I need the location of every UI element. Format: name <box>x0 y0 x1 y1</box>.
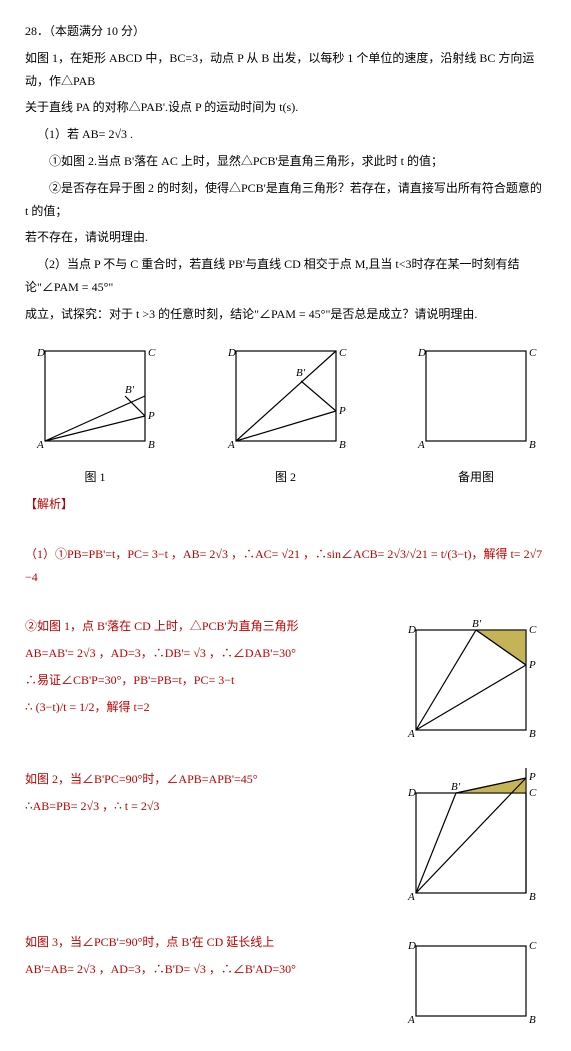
solution-1: （1）①PB=PB'=t，PC= 3−t ，AB= 2√3 ，∴AC= √21 … <box>25 543 546 589</box>
solution-4b: AB'=AB= 2√3 ，AD=3，∴B'D= √3 ，∴∠B'AD=30° <box>25 958 376 981</box>
svg-text:B: B <box>529 439 536 451</box>
part1-1: ①如图 2.当点 B'落在 AC 上时，显然△PCB'是直角三角形，求此时 t … <box>25 150 546 173</box>
solution-2b: AB=AB'= 2√3 ，AD=3，∴DB'= √3 ，∴∠DAB'=30° <box>25 642 376 665</box>
svg-text:A: A <box>407 891 415 903</box>
solution-fig-1: D C A B B' P <box>396 615 546 745</box>
fig2-label: 图 2 <box>275 466 296 489</box>
svg-text:D: D <box>36 347 45 359</box>
solution-3b: ∴AB=PB= 2√3 ，∴ t = 2√3 <box>25 795 376 818</box>
svg-text:B: B <box>529 1014 536 1026</box>
svg-text:C: C <box>148 347 156 359</box>
stem-line-1: 如图 1，在矩形 ABCD 中，BC=3，动点 P 从 B 出发，以每秒 1 个… <box>25 47 546 93</box>
svg-text:C: C <box>529 347 537 359</box>
svg-text:P: P <box>528 771 536 783</box>
svg-text:A: A <box>407 1014 415 1026</box>
fig1-svg: D C A B P B' <box>25 341 165 461</box>
svg-text:C: C <box>529 940 537 952</box>
part2a: （2）当点 P 不与 C 重合时，若直线 PB'与直线 CD 相交于点 M,且当… <box>25 253 546 299</box>
solution-2d: ∴ (3−t)/t = 1/2，解得 t=2 <box>25 696 376 719</box>
problem-score: （本题满分 10 分） <box>49 24 145 38</box>
stem-line-2: 关于直线 PA 的对称△PAB'.设点 P 的运动时间为 t(s). <box>25 96 546 119</box>
fig3-svg: D C A B <box>406 341 546 461</box>
figure-1: D C A B P B' 图 1 <box>25 341 165 489</box>
solution-3a: 如图 2，当∠B'PC=90°时，∠APB=APB'=45° <box>25 768 376 791</box>
solution-fig-3: D C A B <box>396 931 546 1031</box>
figure-3: D C A B 备用图 <box>406 341 546 489</box>
svg-text:D: D <box>407 940 416 952</box>
problem-number: 28． <box>25 24 49 38</box>
part1-2b: 若不存在，请说明理由. <box>25 226 546 249</box>
svg-text:P: P <box>528 659 536 671</box>
svg-text:C: C <box>339 347 347 359</box>
svg-text:B': B' <box>451 781 461 793</box>
svg-text:B: B <box>529 891 536 903</box>
svg-text:A: A <box>407 728 415 740</box>
svg-text:B': B' <box>472 618 482 630</box>
fig1-label: 图 1 <box>84 466 105 489</box>
svg-text:D: D <box>417 347 426 359</box>
svg-text:C: C <box>529 624 537 636</box>
svg-text:A: A <box>227 439 235 451</box>
svg-text:A: A <box>36 439 44 451</box>
svg-text:A: A <box>417 439 425 451</box>
svg-text:P: P <box>147 410 155 422</box>
part1: （1）若 AB= 2√3 . <box>25 123 546 146</box>
fig2-svg: D C A B P B' <box>216 341 356 461</box>
svg-text:D: D <box>407 787 416 799</box>
svg-text:C: C <box>529 787 537 799</box>
svg-text:D: D <box>407 624 416 636</box>
part2b: 成立，试探究：对于 t >3 的任意时刻，结论"∠PAM = 45°"是否总是成… <box>25 303 546 326</box>
figures-row: D C A B P B' 图 1 D C A B P B' 图 2 D C A <box>25 341 546 489</box>
figure-2: D C A B P B' 图 2 <box>216 341 356 489</box>
solution-2a: ②如图 1，点 B'落在 CD 上时，△PCB'为直角三角形 <box>25 615 376 638</box>
svg-text:B': B' <box>125 384 135 396</box>
part1-2a: ②是否存在异于图 2 的时刻，使得△PCB'是直角三角形？若存在，请直接写出所有… <box>25 177 546 223</box>
solution-fig-2: D C A B B' P <box>396 768 546 908</box>
svg-text:B: B <box>339 439 346 451</box>
solution-header: 【解析】 <box>25 493 546 516</box>
svg-text:D: D <box>227 347 236 359</box>
solution-2c: ∴易证∠CB'P=30°，PB'=PB=t，PC= 3−t <box>25 669 376 692</box>
svg-text:B': B' <box>296 367 306 379</box>
svg-text:B: B <box>148 439 155 451</box>
fig3-label: 备用图 <box>458 466 494 489</box>
svg-text:B: B <box>529 728 536 740</box>
svg-text:P: P <box>338 405 346 417</box>
solution-4a: 如图 3，当∠PCB'=90°时，点 B'在 CD 延长线上 <box>25 931 376 954</box>
